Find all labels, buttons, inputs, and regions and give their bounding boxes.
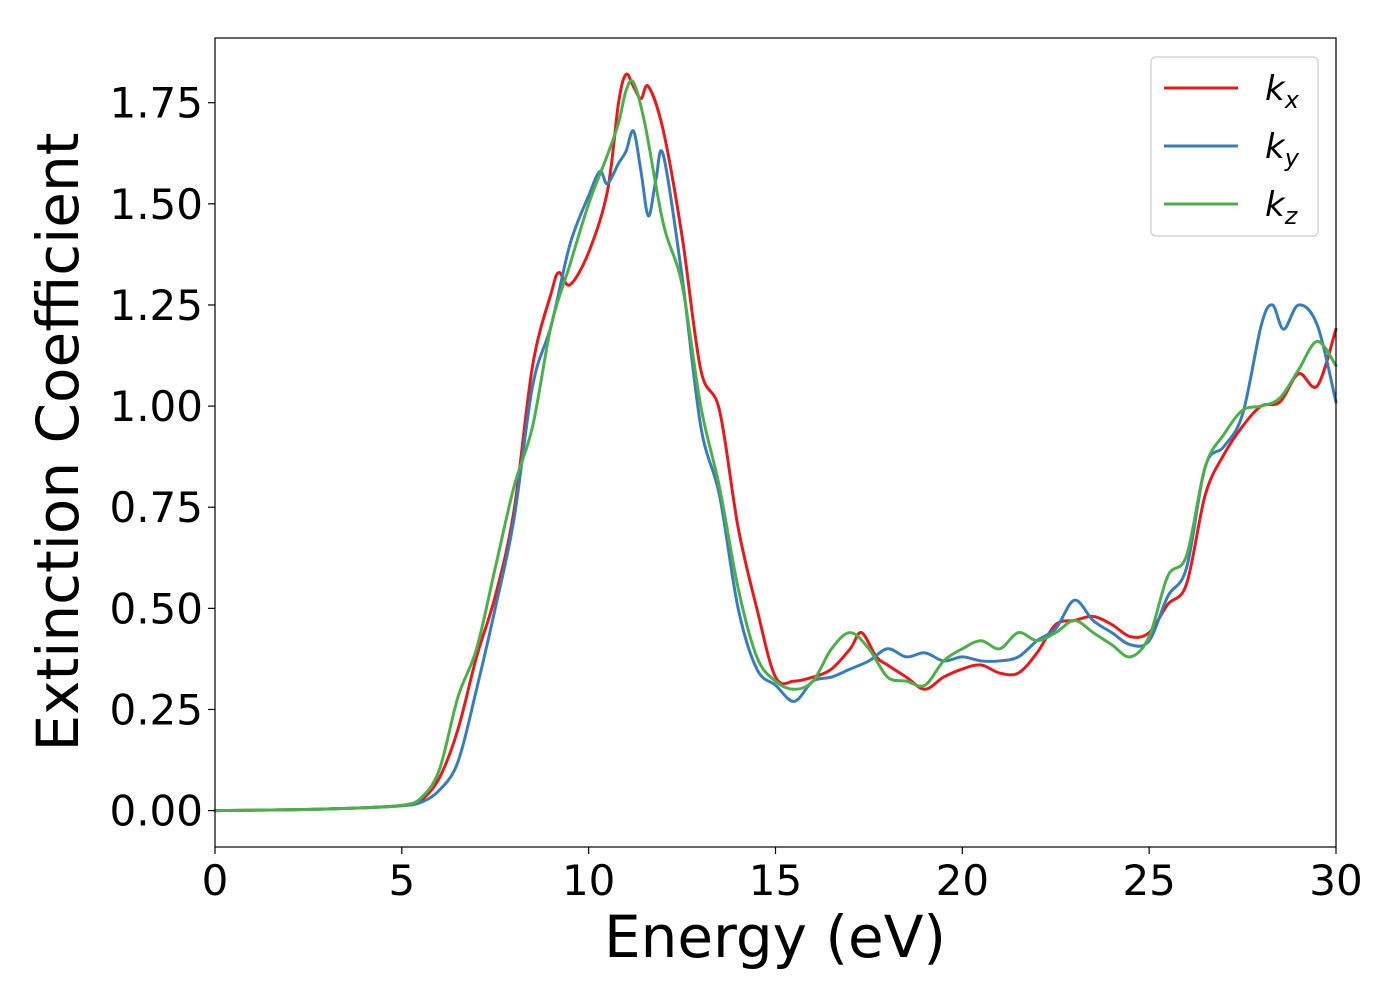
- legend-subscript: x: [1284, 86, 1300, 114]
- series-line-x: [213, 72, 1338, 813]
- x-tick-label: 0: [202, 856, 229, 905]
- y-tick-label: 1.00: [109, 382, 203, 431]
- legend-subscript: z: [1284, 202, 1299, 230]
- y-axis-label: Extinction Coefficient: [24, 133, 92, 752]
- y-tick-label: 0.00: [109, 787, 203, 836]
- y-tick-label: 1.25: [109, 281, 203, 330]
- x-tick-label: 15: [749, 856, 802, 905]
- plot-background: [215, 38, 1336, 847]
- x-tick-label: 20: [936, 856, 989, 905]
- x-tick-label: 10: [562, 856, 615, 905]
- x-tick-label: 30: [1309, 856, 1362, 905]
- series-line-y: [213, 129, 1338, 813]
- y-axis: 0.00 0.25 0.50 0.75 1.00 1.25 1.50 1.75: [109, 79, 215, 836]
- x-tick-label: 5: [388, 856, 415, 905]
- y-tick-label: 0.75: [109, 483, 203, 532]
- y-tick-label: 1.50: [109, 180, 203, 229]
- legend-subscript: y: [1284, 144, 1300, 172]
- legend-label-y: ky: [1265, 127, 1300, 172]
- series-line-z: [213, 79, 1338, 813]
- y-tick-label: 0.50: [109, 584, 203, 633]
- series-layer: [213, 72, 1338, 813]
- y-tick-label: 0.25: [109, 685, 203, 734]
- x-axis-label: Energy (eV): [604, 903, 946, 971]
- x-tick-label: 25: [1122, 856, 1175, 905]
- y-tick-label: 1.75: [109, 79, 203, 128]
- x-axis: 0 5 10 15 20 25 30: [202, 847, 1363, 905]
